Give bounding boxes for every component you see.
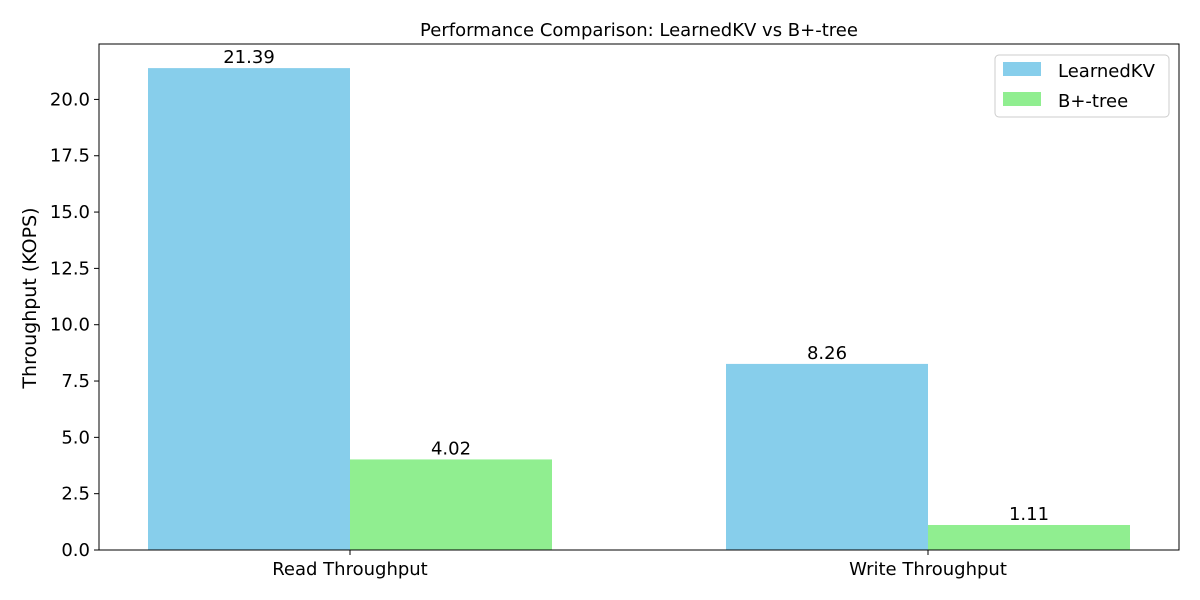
y-tick-label: 0.0 (61, 540, 90, 561)
y-tick-label: 20.0 (50, 89, 90, 110)
x-tick-label: Read Throughput (272, 559, 428, 580)
y-tick-label: 12.5 (50, 258, 90, 279)
y-tick-label: 5.0 (61, 427, 90, 448)
y-tick-label: 17.5 (50, 146, 90, 167)
legend: LearnedKV B+-tree (994, 54, 1170, 118)
legend-label-bptree: B+-tree (1058, 91, 1128, 112)
bar-learnedkv-1 (726, 363, 928, 550)
data-label-learnedkv-1: 8.26 (807, 343, 847, 364)
legend-swatch-bptree (1003, 92, 1041, 106)
plot-area: 21.39 8.26 4.02 1.11 0.0 2.5 5.0 7.5 10.0 12.5 15.… (50, 43, 1180, 580)
y-axis-title: Throughput (KOPS) (19, 207, 41, 389)
legend-swatch-learnedkv (1003, 62, 1041, 76)
bar-b-tree-0 (350, 459, 552, 550)
data-label-b-tree-1: 1.11 (1009, 504, 1049, 525)
y-tick-label: 10.0 (50, 315, 90, 336)
y-tick-label: 7.5 (61, 371, 90, 392)
data-label-learnedkv-0: 21.39 (223, 47, 275, 68)
legend-label-learnedkv: LearnedKV (1058, 61, 1156, 82)
y-tick-label: 15.0 (50, 202, 90, 223)
y-tick-label: 2.5 (61, 484, 90, 505)
plot-frame (98, 43, 1180, 551)
bar-learnedkv-0 (148, 68, 350, 551)
x-tick-label: Write Throughput (849, 559, 1007, 580)
chart-title: Performance Comparison: LearnedKV vs B+-… (420, 20, 858, 41)
bar-b-tree-1 (928, 524, 1130, 550)
data-label-b-tree-0: 4.02 (431, 438, 471, 459)
